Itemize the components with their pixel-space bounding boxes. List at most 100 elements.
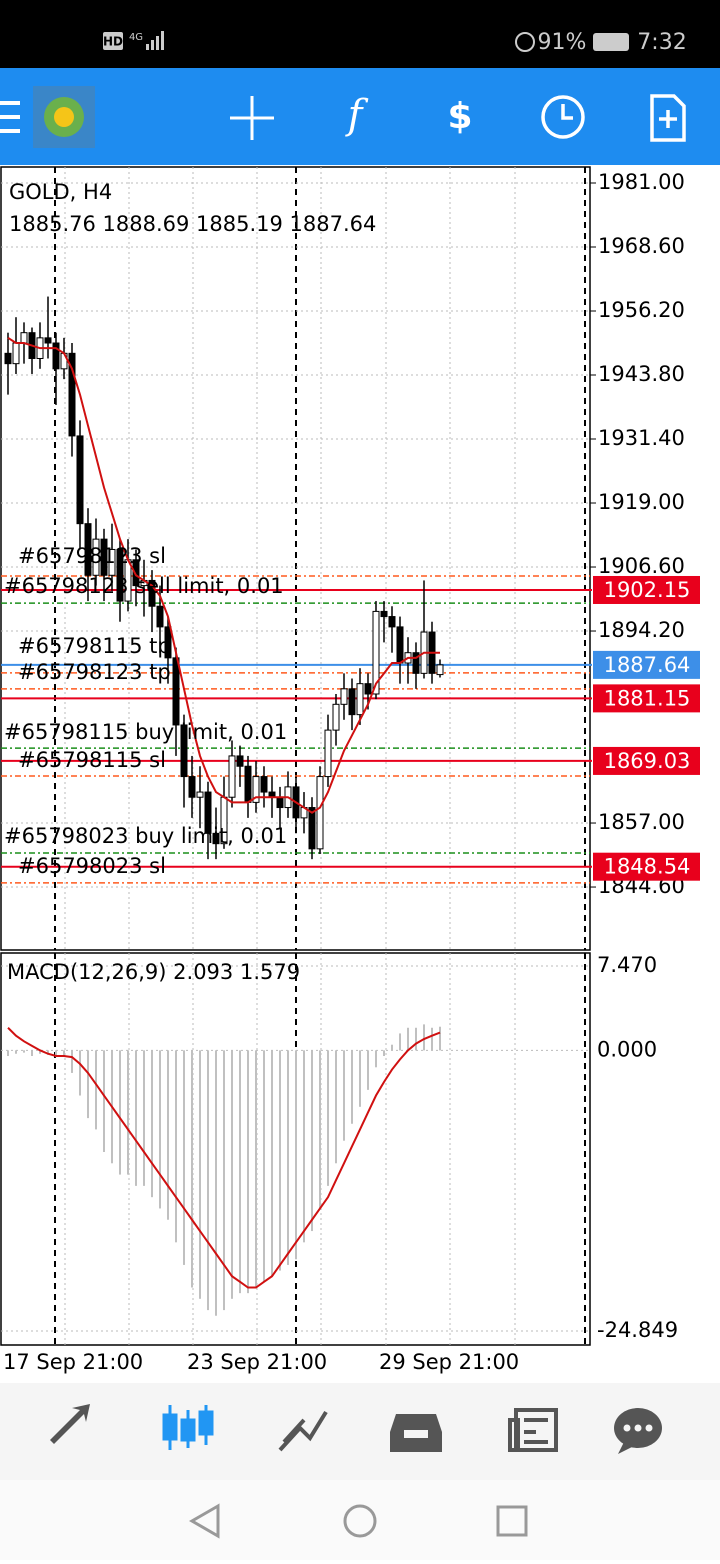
quotes-tab[interactable] xyxy=(50,1404,90,1444)
macd-bar xyxy=(167,1050,169,1220)
candle-body xyxy=(236,755,244,767)
candle-body xyxy=(12,342,20,365)
macd-tick-label: 0.000 xyxy=(597,1037,657,1061)
system-nav xyxy=(0,1480,720,1560)
y-tick-label: 1981.00 xyxy=(598,170,685,194)
app-logo xyxy=(33,86,95,148)
candle-body xyxy=(388,616,396,628)
macd-bar xyxy=(415,1027,417,1051)
history-tab[interactable] xyxy=(390,1414,442,1452)
candle-body xyxy=(332,703,340,731)
macd-bar xyxy=(391,1044,393,1051)
macd-bar xyxy=(103,1050,105,1152)
macd-title: MACD(12,26,9) 2.093 1.579 xyxy=(7,960,300,984)
price-box-label: 1869.03 xyxy=(604,749,691,773)
candle-body xyxy=(204,791,212,834)
macd-bar xyxy=(263,1050,265,1282)
macd-bar xyxy=(39,1050,41,1054)
macd-bar xyxy=(15,1050,17,1054)
macd-bar xyxy=(151,1050,153,1198)
candle-body xyxy=(148,579,156,607)
macd-bar xyxy=(215,1050,217,1316)
candle-body xyxy=(132,559,140,587)
trade-button[interactable]: $ xyxy=(447,96,472,137)
symbol: GOLD, H4 xyxy=(9,180,112,204)
macd-bar xyxy=(367,1050,369,1090)
candle-body xyxy=(324,729,332,778)
macd-bar xyxy=(63,1050,65,1056)
macd-bar xyxy=(47,1050,49,1055)
menu-button[interactable] xyxy=(0,101,20,133)
y-tick-label: 1956.20 xyxy=(598,298,685,322)
macd-bar xyxy=(359,1050,361,1107)
battery-level: 91% xyxy=(538,30,587,55)
macd-bar xyxy=(423,1024,425,1051)
candle-body xyxy=(68,352,76,437)
candle-body xyxy=(380,610,388,618)
price-box-label: 1848.54 xyxy=(604,855,691,879)
macd-bar xyxy=(327,1050,329,1186)
crosshair-button[interactable] xyxy=(230,96,274,140)
candle-body xyxy=(108,548,116,576)
macd-bar xyxy=(271,1050,273,1277)
macd-bar xyxy=(431,1027,433,1051)
candle-body xyxy=(76,435,84,525)
candle-body xyxy=(156,605,164,628)
macd-bar xyxy=(127,1050,129,1175)
macd-bar xyxy=(31,1050,33,1056)
trade-tab[interactable] xyxy=(278,1410,328,1452)
candle-body xyxy=(340,688,348,705)
chart-tab[interactable] xyxy=(162,1405,214,1450)
macd-bar xyxy=(439,1026,441,1051)
macd-bar xyxy=(223,1050,225,1311)
macd-bar xyxy=(207,1050,209,1311)
period-button[interactable] xyxy=(541,95,585,139)
news-tab[interactable] xyxy=(508,1408,558,1452)
ohlc: 1885.76 1888.69 1885.19 1887.64 xyxy=(9,212,376,236)
candle-body xyxy=(308,807,316,850)
chat-tab[interactable] xyxy=(614,1408,662,1454)
macd-bar xyxy=(71,1050,73,1073)
macd-bar xyxy=(407,1027,409,1051)
macd-bar xyxy=(119,1050,121,1175)
moving-average xyxy=(7,337,440,814)
hd-badge xyxy=(103,32,123,50)
macd-bar xyxy=(303,1050,305,1243)
candle-body xyxy=(196,791,204,798)
price-box-label: 1887.64 xyxy=(604,653,691,677)
signal-type: 4G xyxy=(129,32,143,43)
battery-icon xyxy=(593,33,629,51)
macd-bar xyxy=(399,1033,401,1051)
price-box xyxy=(593,746,700,775)
candle-body xyxy=(372,610,380,695)
y-tick-label: 1919.00 xyxy=(598,490,685,514)
price-box-label: 1881.15 xyxy=(604,686,691,710)
price-box xyxy=(593,575,700,604)
candle-body xyxy=(252,776,260,803)
candle-body xyxy=(44,337,52,344)
y-tick-label: 1857.00 xyxy=(598,810,685,834)
macd-bar xyxy=(55,1050,57,1058)
candle-body xyxy=(172,657,180,726)
macd-bar xyxy=(175,1050,177,1243)
macd-bar xyxy=(295,1050,297,1260)
candle-body xyxy=(228,755,236,798)
order-label: #65798115 sl xyxy=(18,748,166,772)
system-buttons[interactable] xyxy=(188,1503,528,1539)
candle-body xyxy=(52,342,60,370)
order-label: #65798123 tp xyxy=(18,660,171,684)
order-label: #65798115 buy limit, 0.01 xyxy=(4,720,287,744)
y-tick-label: 1894.20 xyxy=(598,618,685,642)
candle-body xyxy=(20,332,28,344)
macd-bar xyxy=(191,1050,193,1288)
macd-bar xyxy=(135,1050,137,1186)
macd-bar xyxy=(351,1050,353,1124)
candle-body xyxy=(244,765,252,803)
macd-bar xyxy=(79,1050,81,1096)
macd-bar xyxy=(239,1050,241,1294)
candle-body xyxy=(92,538,100,576)
candle-body xyxy=(164,626,172,659)
template-button[interactable] xyxy=(650,94,686,142)
